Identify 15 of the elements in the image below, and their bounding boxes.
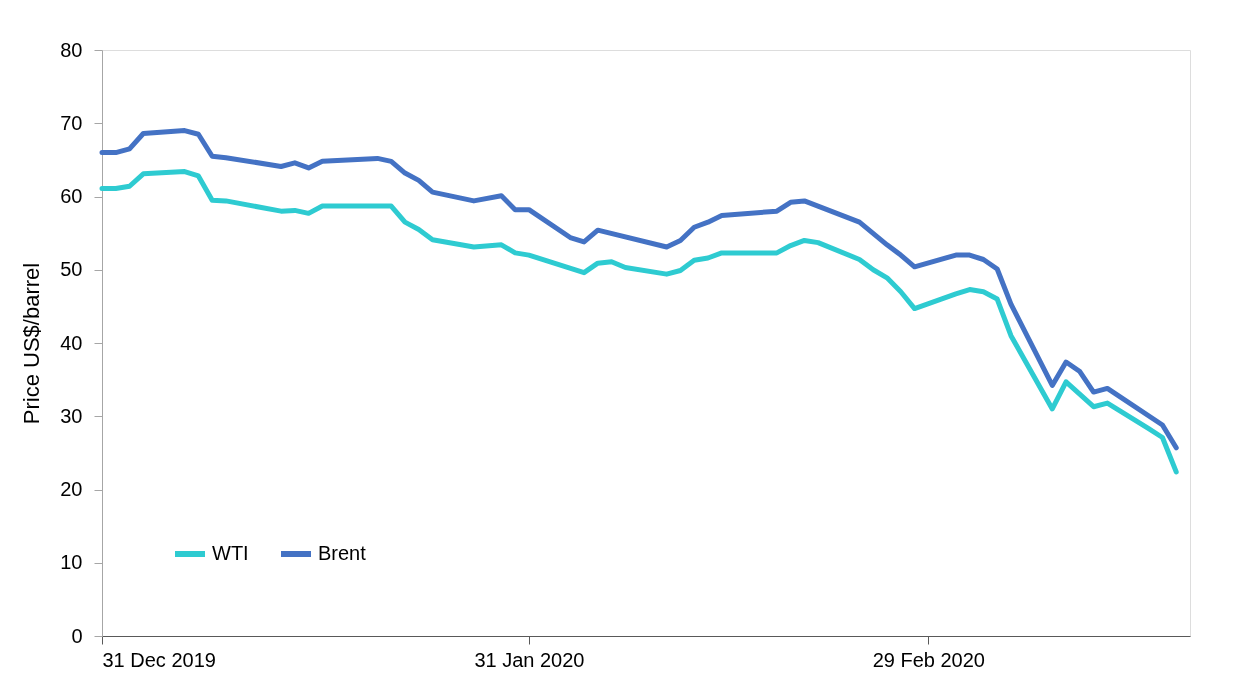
- y-axis-title: Price US$/barrel: [19, 262, 45, 425]
- y-tick-label: 30: [60, 404, 83, 427]
- y-tick-label: 20: [60, 478, 83, 500]
- x-tick-label: 29 Feb 2020: [872, 648, 985, 671]
- legend-label: WTI: [212, 542, 249, 564]
- y-tick-label: 40: [60, 331, 83, 354]
- y-tick-label: 0: [71, 624, 83, 647]
- y-tick-label: 80: [60, 38, 83, 61]
- x-tick-label: 31 Jan 2020: [474, 648, 585, 671]
- y-tick-label: 50: [60, 258, 83, 281]
- y-tick-label: 60: [60, 185, 83, 207]
- x-tick-label: 31 Dec 2019: [102, 648, 216, 671]
- y-tick-label: 10: [60, 551, 83, 574]
- legend-label: Brent: [318, 542, 367, 564]
- y-tick-label: 70: [60, 111, 83, 134]
